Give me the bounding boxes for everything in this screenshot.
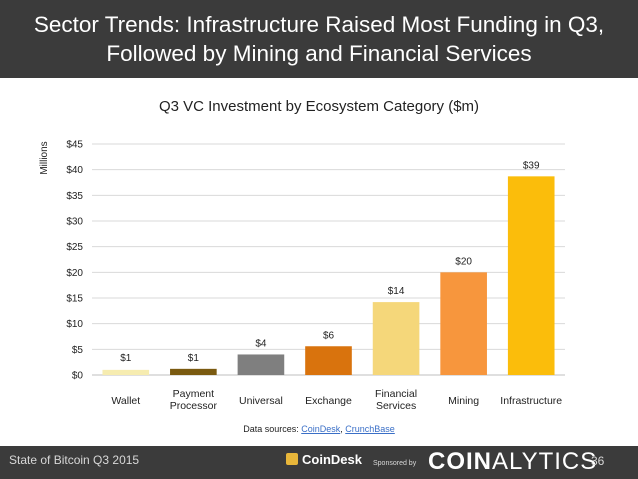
coindesk-logo: CoinDesk — [286, 452, 362, 467]
sponsored-by-label: Sponsored by — [373, 460, 417, 467]
bar-chart: Q3 VC Investment by Ecosystem Category (… — [39, 98, 565, 412]
data-label: $1 — [120, 353, 132, 364]
y-tick-labels: $0 $5 $10 $15 $20 $25 $30 $35 $40 $45 — [66, 140, 83, 382]
y-tick-label: $20 — [66, 268, 83, 279]
y-tick-label: $15 — [66, 294, 83, 305]
x-tick-label: Payment Processor — [170, 388, 218, 412]
y-tick-label: $30 — [66, 217, 83, 228]
data-label: $1 — [188, 353, 200, 364]
x-tick-label: Wallet — [111, 395, 140, 407]
data-label: $20 — [455, 256, 472, 267]
slide-title: Sector Trends: Infrastructure Raised Mos… — [0, 10, 638, 68]
source-separator: , — [340, 424, 346, 434]
y-tick-label: $25 — [66, 242, 83, 253]
y-tick-label: $5 — [72, 345, 84, 356]
x-tick-labels: Wallet Payment Processor Universal Exchange F… — [111, 388, 562, 412]
x-tick-label: Financial Services — [375, 388, 417, 412]
coinalytics-logo-alytics: ALYTICS — [492, 448, 598, 475]
y-tick-label: $0 — [72, 371, 84, 382]
slide-footer: State of Bitcoin Q3 2015 CoinDesk Sponso… — [0, 446, 638, 479]
bars — [102, 176, 555, 375]
data-sources: Data sources: CoinDesk, CrunchBase — [0, 424, 638, 434]
bar — [305, 346, 352, 375]
data-label: $39 — [523, 160, 540, 171]
x-tick-label: Universal — [239, 395, 283, 407]
y-tick-label: $40 — [66, 165, 83, 176]
footer-report-title: State of Bitcoin Q3 2015 — [9, 453, 140, 467]
x-tick-label: Mining — [448, 395, 479, 407]
y-tick-label: $10 — [66, 319, 83, 330]
data-label: $14 — [388, 286, 405, 297]
slide-title-line2: Followed by Mining and Financial Service… — [106, 41, 532, 66]
x-tick-label: Infrastructure — [500, 395, 562, 407]
y-axis-label: Millions — [39, 141, 50, 174]
y-tick-label: $35 — [66, 191, 83, 202]
coinalytics-logo: COINALYTICS — [428, 448, 597, 476]
crunchbase-link[interactable]: CrunchBase — [345, 424, 395, 434]
coindesk-logo-text: CoinDesk — [302, 452, 362, 467]
y-tick-label: $45 — [66, 140, 83, 151]
coinalytics-logo-coin: COIN — [428, 448, 492, 475]
slide-title-line1: Sector Trends: Infrastructure Raised Mos… — [33, 12, 605, 37]
bar — [372, 302, 420, 375]
data-label: $4 — [255, 338, 267, 349]
page-number: 36 — [591, 454, 605, 468]
bar — [102, 369, 150, 375]
coindesk-link[interactable]: CoinDesk — [301, 424, 341, 434]
bar — [237, 354, 285, 375]
x-tick-label: Exchange — [305, 395, 352, 407]
coindesk-logo-icon — [286, 453, 298, 465]
bar — [170, 368, 217, 375]
bar — [440, 272, 487, 375]
data-label: $6 — [323, 330, 335, 341]
gridlines — [92, 143, 565, 376]
bar — [507, 176, 555, 375]
data-labels: $1 $1 $4 $6 $14 $20 $39 — [120, 160, 540, 364]
chart-title: Q3 VC Investment by Ecosystem Category (… — [159, 98, 479, 115]
source-prefix: Data sources: — [243, 424, 302, 434]
slide-header: Sector Trends: Infrastructure Raised Mos… — [0, 0, 638, 78]
